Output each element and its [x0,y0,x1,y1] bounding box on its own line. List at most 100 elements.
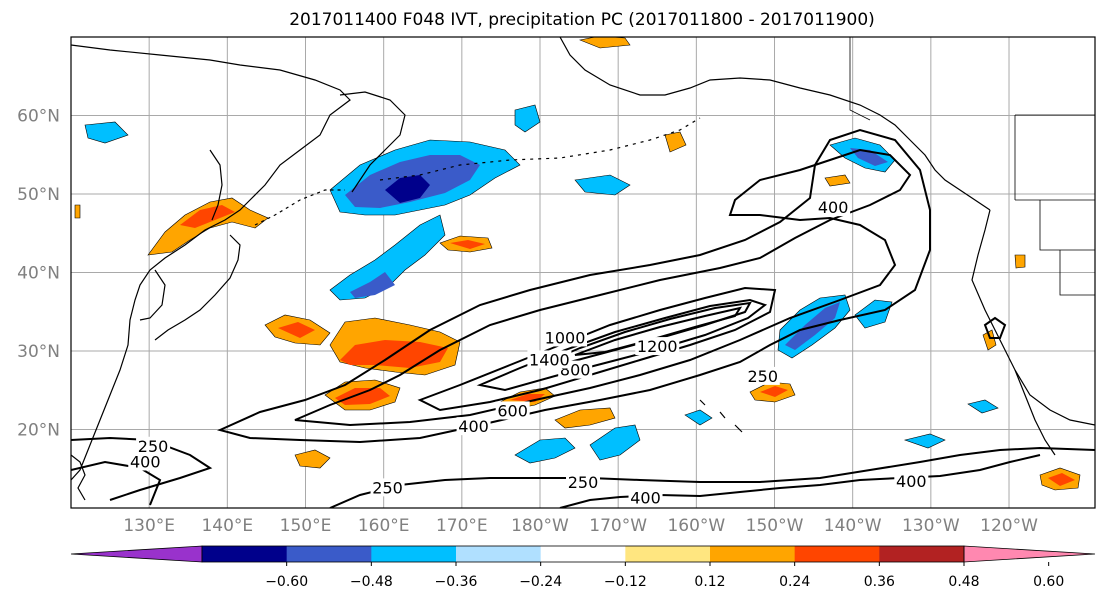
contour-label-halo [816,198,851,217]
lon-tick-label: 120°W [980,516,1038,536]
negative-anomaly-patch [967,399,999,414]
negative-anomaly-peak [385,175,430,203]
colorbar-segment [202,546,288,562]
sakhalin-coastline [209,149,223,221]
negative-anomaly-patch [903,433,946,449]
colorbar-tick-label: −0.12 [604,574,647,590]
ivt-contour-250-south [71,436,213,501]
positive-anomaly-core [278,322,315,338]
contour-label-halo [745,366,780,385]
ivt-contour-small [983,316,1007,339]
asia-coastline [71,44,351,481]
colorbar-tick-label: −0.24 [519,574,562,590]
contour-label-halo [566,472,600,491]
positive-anomaly-patch [664,131,687,153]
baja-coastline [1014,369,1056,456]
map-gridlines [71,37,1095,508]
positive-anomaly-core [450,240,485,249]
negative-anomaly-patch [574,174,631,196]
lat-tick-label: 20°N [17,421,60,441]
contour-label-halo [495,401,530,420]
north-america-west-coastline [971,209,1095,426]
coastlines [71,37,1095,501]
border-lines [849,37,1095,296]
ivt-contour-label: 400 [896,472,927,491]
positive-anomaly-patch [578,37,631,49]
hawaii-islands [699,399,743,433]
lat-tick-label: 30°N [17,342,60,362]
ivt-contour-label: 1000 [545,328,586,347]
contour-label-halo [628,488,663,507]
positive-anomaly-core [180,205,235,228]
ivt-contour-400-south2 [559,454,1041,508]
contour-label-halo [635,337,680,356]
positive-anomaly-patch [74,204,81,219]
colorbar-tick-label: 0.12 [694,574,725,590]
lon-tick-label: 140°E [201,516,253,536]
ivt-contour-label: 1200 [637,337,678,356]
negative-anomaly-patch [514,104,541,133]
ivt-contour-label: 400 [130,452,161,471]
positive-anomaly-core [760,386,788,397]
colorbar-extend-high [963,545,1096,563]
ivt-contour-label: 250 [748,367,779,386]
ivt-contour-label: 400 [818,198,849,217]
japan-coastline [154,234,241,341]
precipitation-anomaly-shading [74,37,1081,491]
positive-anomaly-core [1048,473,1075,486]
lat-tick-label: 60°N [17,107,60,127]
positive-anomaly-patch [294,449,331,469]
lat-tick-label: 40°N [17,264,60,284]
lon-tick-label: 160°E [358,516,410,536]
ivt-contour-label: 400 [458,417,489,436]
figure-title: 2017011400 F048 IVT, precipitation PC (2… [289,10,875,30]
kamchatka-coastline [339,91,406,193]
ivt-contours [71,128,1095,508]
ivt-contour-400 [294,148,912,427]
positive-anomaly-patch [982,329,997,351]
negative-anomaly-core [850,148,888,166]
contour-label-halo [456,417,491,436]
lon-tick-label: 170°W [589,516,647,536]
colorbar: −0.60 −0.48 −0.36 −0.24 −0.12 0.12 0.24 0.36 0.4… [70,545,1096,590]
colorbar-segment [456,546,542,562]
colorbar-segment [286,546,372,562]
lat-tick-label: 50°N [17,185,60,205]
ivt-contour-800 [476,298,768,392]
negative-anomaly-patch [514,437,576,464]
ivt-contour-250-south2 [329,446,1095,508]
negative-anomaly-patch [329,214,446,301]
colorbar-tick-label: −0.60 [265,574,308,590]
ivt-contour-label: 250 [568,473,599,492]
philippines-coastline [71,454,86,501]
positive-anomaly-core [335,388,390,405]
positive-anomaly-patch [1014,254,1026,269]
colorbar-segment [540,546,626,562]
ivt-contour-250 [217,128,931,444]
contour-label-halo [527,350,572,369]
colorbar-extend-low [70,545,203,563]
colorbar-tick-label: 0.48 [948,574,979,590]
latitude-axis-labels: 60°N 50°N 40°N 30°N 20°N [17,107,60,441]
lon-tick-label: 160°W [667,516,725,536]
colorbar-frame [201,545,965,563]
contour-label-halo [128,452,163,471]
ivt-contour-600 [417,286,777,412]
lon-tick-label: 130°W [902,516,960,536]
positive-anomaly-patch [824,174,851,187]
colorbar-segment [710,546,796,562]
map-frame [70,36,1096,509]
negative-anomaly-patch [84,121,129,144]
contour-label-halo [370,478,405,497]
kuril-islands [254,189,345,226]
ivt-contour-1200 [574,306,743,356]
colorbar-segment [879,546,965,562]
lon-tick-label: 140°W [824,516,882,536]
ivt-contour-label: 250 [138,437,169,456]
korea-coastline [139,269,166,321]
lon-tick-label: 130°E [123,516,175,536]
negative-anomaly-patch [854,299,893,329]
positive-anomaly-patch [147,197,269,256]
